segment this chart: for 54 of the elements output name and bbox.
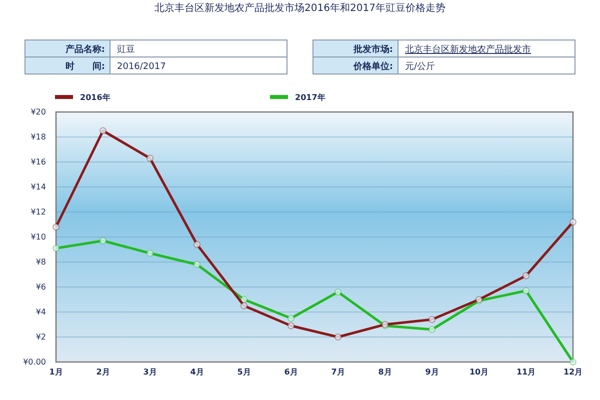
x-tick-label: 10月	[469, 368, 489, 377]
text: 时 间:	[65, 61, 105, 72]
y-tick-label: ¥8	[36, 258, 46, 267]
point	[146, 154, 154, 162]
point	[428, 316, 436, 323]
point	[288, 314, 294, 322]
x-tick-label: 9月	[425, 368, 439, 377]
y-tick-label: ¥2	[36, 332, 46, 342]
point	[52, 224, 60, 230]
y-tick-label: ¥14	[30, 182, 46, 192]
x-tick-label: 7月	[331, 368, 345, 377]
x-tick-label: 2月	[96, 368, 110, 377]
text: 北京丰台区新发地农产品批发市	[405, 44, 531, 55]
point	[194, 241, 200, 248]
x-tick-label: 4月	[190, 368, 204, 377]
point	[288, 322, 294, 330]
text: 元/公斤	[405, 61, 436, 72]
text: 产品名称:	[64, 44, 105, 55]
x-tick-label: 1月	[49, 368, 63, 377]
point	[334, 288, 342, 296]
text: 价格单位:	[352, 61, 393, 72]
x-tick-label: 6月	[284, 368, 298, 377]
legend-label: 2017年	[295, 93, 326, 102]
y-tick-label: ¥16	[30, 158, 46, 167]
point	[100, 237, 106, 244]
point	[240, 302, 248, 310]
y-tick-label: ¥20	[30, 108, 46, 117]
point	[52, 244, 60, 252]
point	[194, 261, 200, 268]
x-tick-label: 3月	[143, 368, 157, 377]
y-tick-label: ¥10	[30, 232, 46, 242]
text: 2016/2017	[117, 62, 166, 72]
y-tick-label: ¥12	[30, 208, 46, 217]
text: 批发市场:	[352, 44, 393, 55]
x-tick-label: 11月	[516, 368, 536, 377]
point	[240, 296, 248, 303]
point	[570, 218, 576, 226]
x-tick-label: 5月	[237, 368, 251, 377]
point	[146, 250, 154, 257]
x-tick-label: 12月	[563, 368, 583, 377]
point	[428, 326, 436, 333]
y-tick-label: ¥0.00	[23, 358, 46, 367]
text: 豇豆	[117, 44, 135, 55]
point	[334, 334, 342, 340]
y-tick-label: ¥4	[36, 308, 46, 317]
y-tick-label: ¥18	[30, 132, 46, 142]
y-tick-label: ¥6	[36, 282, 46, 292]
point	[100, 127, 106, 134]
legend-label: 2016年	[80, 93, 110, 102]
point	[522, 272, 530, 280]
point	[570, 358, 576, 366]
point	[522, 287, 530, 294]
chart-title: 北京丰台区新发地农产品批发市场2016年和2017年豇豆价格走势	[154, 2, 446, 14]
x-tick-label: 8月	[378, 368, 392, 377]
